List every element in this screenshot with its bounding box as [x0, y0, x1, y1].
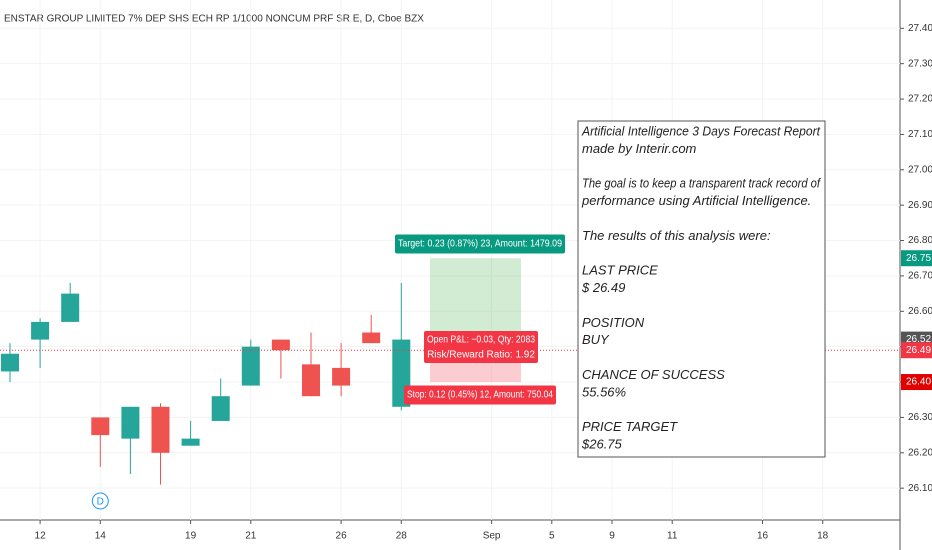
- report-line: $26.75: [581, 437, 623, 452]
- y-tick-label: 27.00: [908, 164, 932, 175]
- chart-title: ENSTAR GROUP LIMITED 7% DEP SHS ECH RP 1…: [4, 14, 424, 25]
- report-line: The results of this analysis were:: [582, 228, 771, 243]
- report-line: $ 26.49: [581, 280, 625, 295]
- x-tick-label: 21: [245, 531, 257, 542]
- y-tick-label: 27.40: [908, 23, 932, 34]
- candle-body: [31, 321, 50, 340]
- x-tick-label: 28: [396, 531, 408, 542]
- candle-body: [61, 293, 80, 322]
- y-tick-label: 26.30: [908, 412, 932, 423]
- x-tick-label: 26: [336, 531, 348, 542]
- y-tick-label: 27.10: [908, 129, 932, 140]
- x-tick-label: 16: [757, 531, 769, 542]
- candle-body: [121, 406, 140, 439]
- report-line: POSITION: [582, 315, 645, 330]
- candle-body: [1, 353, 19, 372]
- price-label-bg: [901, 374, 932, 391]
- price-label: 26.40: [906, 377, 931, 388]
- report-line: made by Interir.com: [582, 141, 697, 156]
- x-tick-label: 11: [667, 531, 678, 542]
- y-tick-label: 26.20: [908, 447, 932, 458]
- report-box: [577, 120, 826, 458]
- price-label: 26.52: [906, 334, 931, 345]
- report-line: BUY: [582, 332, 610, 347]
- x-tick-label: 9: [609, 531, 615, 542]
- candle-body: [241, 346, 260, 386]
- x-tick-label: 19: [185, 531, 197, 542]
- y-tick-label: 26.80: [908, 235, 932, 246]
- report-line: 55.56%: [582, 384, 626, 399]
- y-tick-label: 26.90: [908, 200, 932, 211]
- y-tick-label: 26.70: [908, 271, 932, 282]
- report-line: CHANCE OF SUCCESS: [582, 367, 725, 382]
- x-tick-label: 5: [549, 531, 555, 542]
- y-tick-label: 26.60: [908, 306, 932, 317]
- x-tick-label: 12: [35, 531, 47, 542]
- candle-body: [151, 406, 170, 453]
- x-tick-label: 14: [95, 531, 107, 542]
- candle-body: [362, 332, 381, 344]
- event-marker-label: D: [97, 497, 104, 508]
- report-line: LAST PRICE: [582, 263, 658, 278]
- y-tick-label: 27.30: [908, 58, 932, 69]
- candle-body: [211, 396, 230, 421]
- x-tick-label: 18: [817, 531, 829, 542]
- price-label-bg: [901, 342, 932, 359]
- event-marker: [91, 492, 109, 510]
- position-label: Risk/Reward Ratio: 1.92: [427, 350, 535, 361]
- candle-body: [271, 339, 290, 351]
- position-label: Open P&L: −0.03, Qty: 2083: [427, 335, 535, 346]
- candle-body: [302, 364, 320, 397]
- report-line: Artificial Intelligence 3 Days Forecast …: [581, 123, 821, 138]
- position-label-bg: [404, 385, 556, 405]
- report-line: The goal is to keep a transparent track …: [582, 176, 821, 191]
- position-label-bg: [424, 331, 538, 363]
- position-label: Stop: 0.12 (0.45%) 12, Amount: 750.04: [407, 390, 553, 401]
- price-label: 26.75: [906, 253, 931, 264]
- report-line: performance using Artificial Intelligenc…: [581, 193, 811, 208]
- position-label-bg: [395, 234, 565, 254]
- y-tick-label: 26.10: [908, 483, 932, 494]
- candle-body: [181, 438, 200, 446]
- price-label: 26.49: [906, 345, 931, 356]
- price-label-bg: [901, 250, 932, 267]
- candle-body: [332, 367, 351, 386]
- report-line: PRICE TARGET: [582, 419, 678, 434]
- candle-body: [91, 417, 110, 436]
- position-label: Target: 0.23 (0.87%) 23, Amount: 1479.09: [398, 239, 562, 250]
- x-tick-label: Sep: [483, 531, 501, 542]
- y-tick-label: 27.20: [908, 94, 932, 105]
